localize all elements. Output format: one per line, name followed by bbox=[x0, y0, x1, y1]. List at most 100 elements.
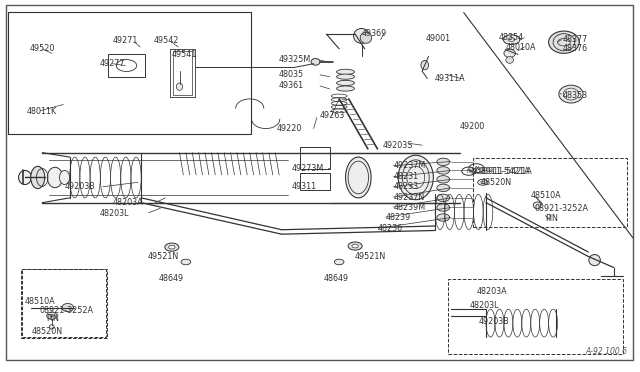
Text: 49271: 49271 bbox=[113, 36, 138, 45]
Text: N: N bbox=[474, 166, 479, 171]
Bar bbox=[300, 173, 330, 190]
Text: 49361: 49361 bbox=[278, 81, 303, 90]
Text: 49325M: 49325M bbox=[278, 55, 311, 64]
Ellipse shape bbox=[337, 86, 355, 91]
Bar bbox=[108, 54, 145, 77]
Ellipse shape bbox=[31, 166, 45, 189]
Text: N08911-5421A: N08911-5421A bbox=[470, 167, 530, 176]
Bar bbox=[300, 147, 330, 169]
Ellipse shape bbox=[437, 176, 450, 183]
Text: 49369: 49369 bbox=[362, 29, 387, 38]
Text: 49277: 49277 bbox=[100, 59, 125, 68]
Ellipse shape bbox=[506, 57, 513, 63]
Text: 49203B: 49203B bbox=[478, 317, 509, 326]
Ellipse shape bbox=[47, 312, 57, 320]
Ellipse shape bbox=[337, 69, 355, 74]
Text: 48011K: 48011K bbox=[26, 108, 56, 116]
Ellipse shape bbox=[348, 242, 362, 250]
Text: 49311A: 49311A bbox=[435, 74, 465, 83]
Text: 48203A: 48203A bbox=[476, 287, 507, 296]
Text: 48649: 48649 bbox=[159, 274, 184, 283]
Text: 48510A: 48510A bbox=[531, 191, 561, 200]
Ellipse shape bbox=[49, 325, 54, 329]
Ellipse shape bbox=[360, 32, 372, 43]
Ellipse shape bbox=[437, 204, 450, 211]
Ellipse shape bbox=[548, 31, 579, 53]
Text: 48203L: 48203L bbox=[100, 209, 129, 218]
Text: 48236: 48236 bbox=[378, 224, 403, 233]
Text: 49237N: 49237N bbox=[394, 193, 426, 202]
Text: 08921-3252A: 08921-3252A bbox=[39, 307, 93, 315]
Text: 48649: 48649 bbox=[323, 274, 348, 283]
Text: 49200: 49200 bbox=[460, 122, 484, 131]
Text: 49220: 49220 bbox=[276, 124, 302, 133]
Bar bbox=[473, 158, 627, 227]
Text: A-92 100 6: A-92 100 6 bbox=[586, 347, 628, 356]
Ellipse shape bbox=[62, 304, 74, 312]
Ellipse shape bbox=[47, 167, 63, 187]
Bar bbox=[8, 12, 251, 134]
Bar bbox=[448, 279, 623, 353]
Text: 49521N: 49521N bbox=[148, 252, 179, 261]
Ellipse shape bbox=[181, 259, 191, 265]
Ellipse shape bbox=[533, 202, 541, 209]
Text: 48520N: 48520N bbox=[481, 178, 512, 187]
Text: 08921-3252A: 08921-3252A bbox=[534, 205, 589, 214]
Ellipse shape bbox=[589, 254, 600, 266]
Ellipse shape bbox=[352, 244, 358, 248]
Text: PIN: PIN bbox=[47, 314, 60, 323]
Text: 48376: 48376 bbox=[563, 44, 588, 53]
Ellipse shape bbox=[559, 85, 583, 103]
Ellipse shape bbox=[437, 158, 450, 166]
Text: 49237M: 49237M bbox=[394, 161, 426, 170]
Ellipse shape bbox=[169, 245, 175, 249]
Text: 49001: 49001 bbox=[426, 34, 451, 43]
Ellipse shape bbox=[311, 58, 320, 65]
Circle shape bbox=[503, 35, 520, 44]
Text: 49203B: 49203B bbox=[65, 182, 95, 191]
Bar bbox=[21, 269, 108, 338]
Text: 49311: 49311 bbox=[291, 182, 316, 190]
Text: 48231: 48231 bbox=[394, 172, 419, 181]
Ellipse shape bbox=[346, 157, 371, 198]
Ellipse shape bbox=[337, 80, 355, 86]
Text: 48354: 48354 bbox=[499, 33, 524, 42]
Text: 08911-5421A: 08911-5421A bbox=[478, 167, 532, 176]
Ellipse shape bbox=[398, 155, 433, 200]
Text: 48035: 48035 bbox=[278, 70, 303, 79]
Ellipse shape bbox=[437, 167, 450, 174]
Text: N: N bbox=[467, 169, 471, 174]
Ellipse shape bbox=[353, 29, 369, 43]
Text: 48520N: 48520N bbox=[31, 327, 63, 336]
Text: 49263: 49263 bbox=[320, 111, 345, 120]
Ellipse shape bbox=[437, 214, 450, 221]
Ellipse shape bbox=[421, 61, 429, 70]
Text: 48239: 48239 bbox=[386, 213, 411, 222]
Bar bbox=[22, 269, 106, 337]
Text: PIN: PIN bbox=[545, 214, 558, 223]
Ellipse shape bbox=[334, 259, 344, 265]
Text: 48239M: 48239M bbox=[394, 203, 426, 212]
Text: 49541: 49541 bbox=[172, 50, 197, 59]
Ellipse shape bbox=[337, 74, 355, 79]
Text: 48010A: 48010A bbox=[505, 42, 536, 51]
Ellipse shape bbox=[165, 243, 179, 251]
Text: 48353: 48353 bbox=[563, 91, 588, 100]
Ellipse shape bbox=[437, 184, 450, 192]
Ellipse shape bbox=[19, 170, 31, 185]
Text: 48233: 48233 bbox=[394, 182, 419, 191]
Text: 49203S: 49203S bbox=[383, 141, 413, 151]
Ellipse shape bbox=[176, 83, 182, 90]
Text: 49273M: 49273M bbox=[291, 164, 323, 173]
Text: 48510A: 48510A bbox=[25, 297, 56, 306]
Text: 49520: 49520 bbox=[29, 44, 55, 53]
Text: 48377: 48377 bbox=[563, 35, 588, 44]
Ellipse shape bbox=[477, 179, 488, 185]
Ellipse shape bbox=[60, 170, 70, 185]
Text: 49521N: 49521N bbox=[355, 252, 387, 261]
Text: 49542: 49542 bbox=[154, 36, 179, 45]
Text: 48203A: 48203A bbox=[113, 198, 143, 207]
Ellipse shape bbox=[504, 49, 515, 57]
Ellipse shape bbox=[437, 194, 450, 202]
Text: 48203L: 48203L bbox=[470, 301, 500, 310]
